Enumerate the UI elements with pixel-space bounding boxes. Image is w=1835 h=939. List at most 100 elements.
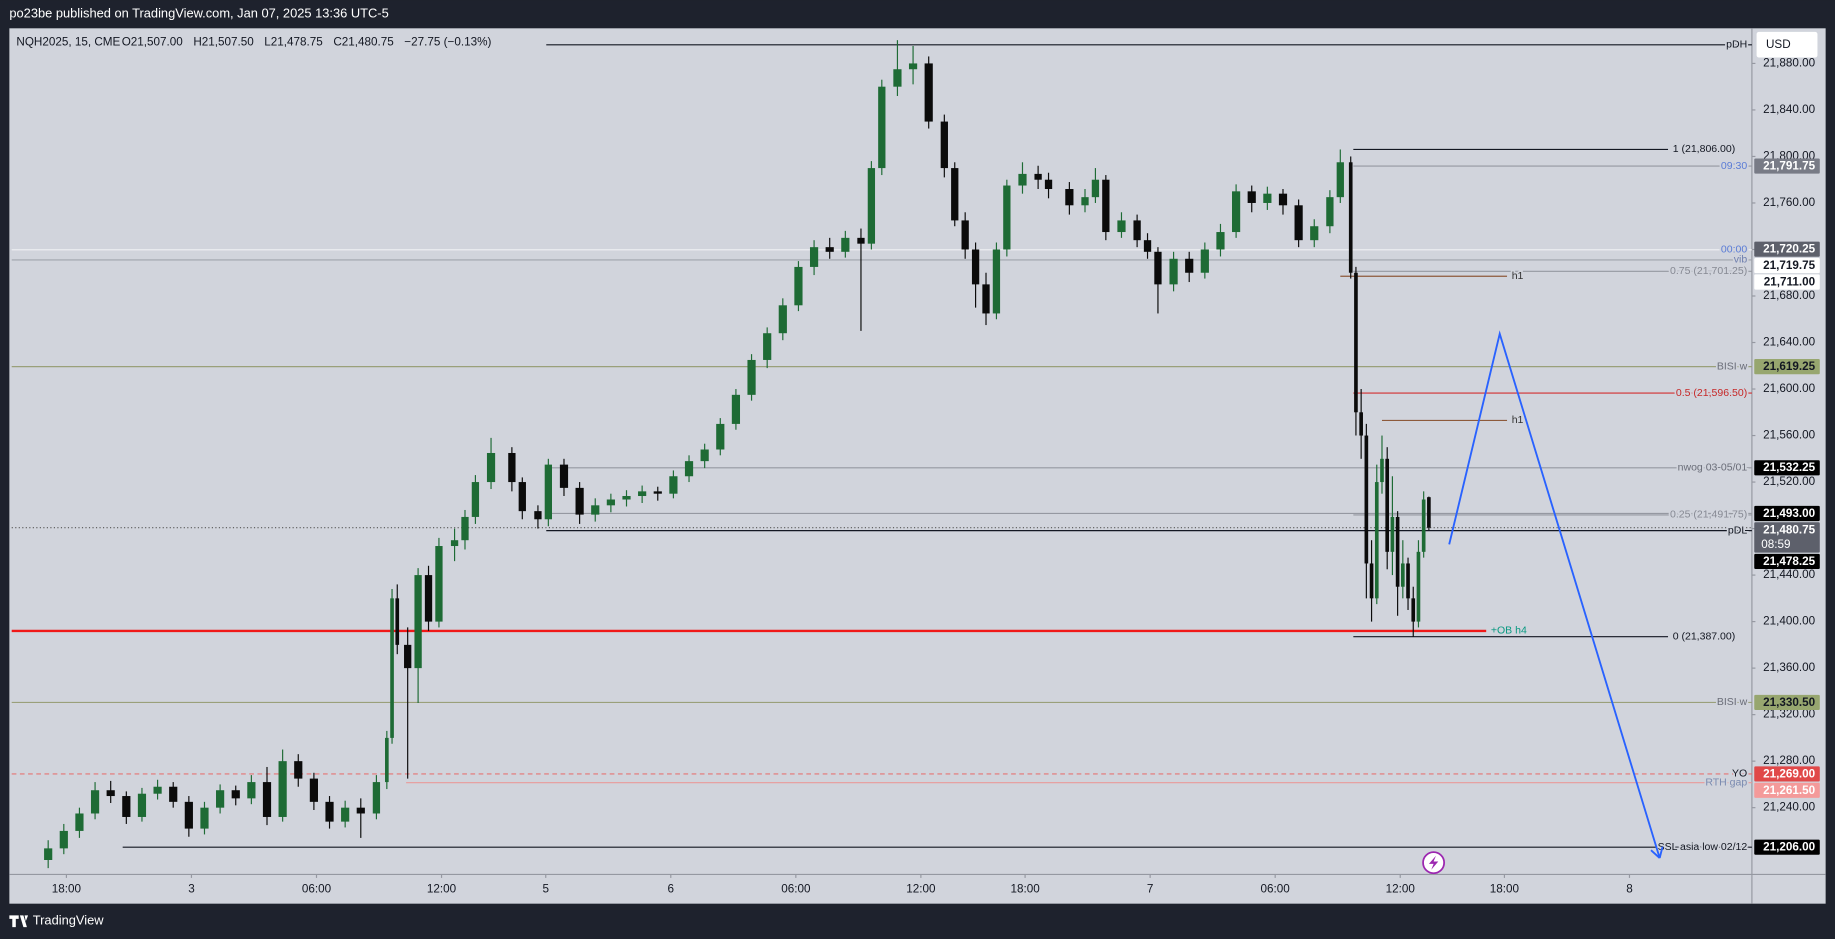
x-tick-label: 06:00 (1261, 883, 1291, 896)
candle-body (1359, 412, 1363, 436)
candle-body (747, 359, 756, 395)
candle-body (508, 452, 516, 483)
candle-body (731, 394, 741, 424)
candle-body (924, 63, 933, 122)
candle-body (1326, 197, 1334, 227)
candle-body (1390, 516, 1395, 552)
footer-logo (9, 915, 29, 928)
candle-body (1117, 220, 1126, 233)
candle-body (684, 461, 694, 477)
chart-panel (9, 28, 1826, 904)
price-label: 21,791.75 (1763, 159, 1815, 172)
candle-body (778, 305, 787, 334)
y-tick-label: 21,280.00 (1763, 754, 1815, 767)
alert-icon[interactable] (1422, 851, 1446, 875)
price-label-box (1754, 522, 1820, 553)
candle-body (534, 511, 542, 520)
candle-body (122, 796, 131, 817)
y-tick-label: 21,520.00 (1763, 475, 1815, 488)
level-label: 0.5 (21,596.50) (1676, 387, 1747, 399)
candle-body (200, 807, 209, 829)
x-tick-label: 18:00 (1490, 883, 1520, 896)
candle-body (231, 790, 240, 799)
price-label-box (1754, 766, 1820, 782)
candle-body (1395, 516, 1400, 587)
y-tick-label: 21,240.00 (1763, 801, 1815, 814)
candle-body (450, 540, 459, 547)
candle-body (857, 237, 865, 244)
candle-body (575, 487, 584, 515)
y-tick-label: 21,760.00 (1763, 196, 1815, 209)
x-tick-label: 6 (668, 883, 675, 896)
candle-body (395, 598, 400, 645)
candle-body (44, 848, 53, 860)
candle-body (309, 778, 318, 802)
candle-body (169, 786, 178, 802)
candle-body (1133, 220, 1141, 241)
candle-body (247, 782, 256, 799)
level-label: h1 (1512, 270, 1524, 282)
footer-brand: TradingView (33, 913, 104, 928)
candle-body (1364, 435, 1369, 564)
level-label: RTH gap (1705, 776, 1747, 788)
candle-body (1369, 563, 1374, 599)
ohlc-item: −27.75 (−0.13%) (404, 35, 491, 48)
candle-body (1154, 251, 1162, 285)
candle-body (1216, 232, 1225, 250)
candle-body (1081, 197, 1089, 206)
candle-body (825, 247, 834, 252)
level-label: 09:30 (1721, 160, 1747, 172)
candle-body (75, 813, 84, 831)
candle-body (867, 168, 876, 244)
candle-body (940, 121, 948, 169)
level-label: h1 (1512, 414, 1524, 426)
axes: 21,240.00 21,280.00 21,320.00 21,360.00 21,4… (52, 57, 1820, 896)
candle-body (544, 464, 553, 520)
candle-body (1401, 563, 1405, 587)
x-tick-label: 3 (188, 883, 195, 896)
candle-body (1247, 191, 1256, 203)
candle-body (982, 284, 990, 314)
candle-body (1336, 162, 1344, 198)
candle-body (1003, 185, 1011, 250)
price-label: 21,206.00 (1763, 841, 1815, 854)
candle-body (356, 807, 365, 814)
symbol: NQH2025, 15, CME (16, 35, 120, 48)
price-label: 21,261.50 (1763, 784, 1815, 797)
projection-arrowhead (1650, 849, 1661, 859)
candle-body (435, 546, 443, 622)
level-label: SSL asia low 02/12 (1658, 841, 1748, 853)
candle-body (1380, 458, 1384, 483)
ohlc-legend: O21,507.00 H21,507.50 L21,478.75 C21,480.75… (122, 35, 492, 48)
candle-body (763, 333, 772, 360)
candle-body (971, 249, 980, 285)
candle-body (137, 793, 147, 817)
candle-body (1102, 179, 1110, 233)
candle-body (1169, 258, 1178, 285)
currency-box[interactable] (1756, 31, 1818, 58)
candle-body (278, 761, 287, 817)
currency[interactable]: USD (1766, 38, 1791, 51)
price-label: 21,719.75 (1763, 259, 1815, 272)
y-tick-label: 21,440.00 (1763, 568, 1815, 581)
candle-body (1421, 499, 1426, 552)
candle-body (1034, 173, 1042, 180)
ohlc-item: H21,507.50 (193, 35, 254, 48)
y-tick-label: 21,840.00 (1763, 103, 1815, 116)
price-label: 21,720.25 (1763, 243, 1815, 256)
candle-body (669, 476, 678, 494)
price-label: 21,493.00 (1763, 507, 1815, 520)
level-label: nwog 03-05/01 (1678, 462, 1748, 474)
x-tick-label: 12:00 (906, 883, 936, 896)
candle-body (414, 575, 422, 669)
candle-body (59, 830, 68, 849)
price-label: 21,711.00 (1764, 275, 1816, 288)
price-label-box (1754, 158, 1820, 174)
y-tick-label: 21,400.00 (1763, 615, 1815, 628)
candle-body (653, 491, 662, 494)
candle-body (325, 801, 334, 822)
level-label: pDL (1728, 524, 1747, 536)
candle-body (951, 168, 959, 221)
price-label-box (1754, 505, 1820, 522)
